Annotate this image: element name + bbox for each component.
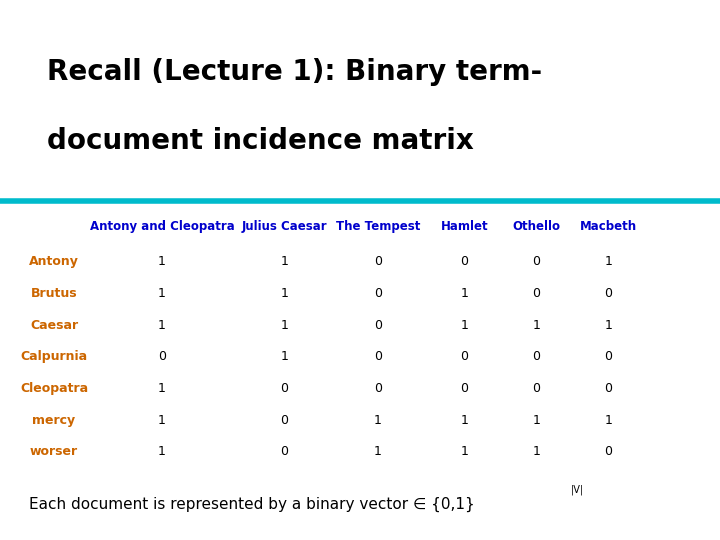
Text: Macbeth: Macbeth	[580, 220, 637, 233]
Text: Recall (Lecture 1): Binary term-: Recall (Lecture 1): Binary term-	[47, 58, 542, 86]
Text: mercy: mercy	[32, 414, 76, 427]
Text: 0: 0	[374, 382, 382, 395]
Text: 1: 1	[461, 287, 468, 300]
Text: Brutus: Brutus	[31, 287, 77, 300]
Text: 0: 0	[374, 350, 382, 363]
Text: 1: 1	[281, 319, 288, 332]
Text: Sec. 6.2: Sec. 6.2	[639, 8, 702, 22]
Text: 0: 0	[280, 445, 289, 458]
Text: Each document is represented by a binary vector ∈ {0,1}: Each document is represented by a binary…	[29, 497, 474, 512]
Text: Othello: Othello	[513, 220, 560, 233]
Text: 0: 0	[604, 445, 613, 458]
Text: 0: 0	[374, 319, 382, 332]
Text: 1: 1	[158, 445, 166, 458]
Text: 1: 1	[158, 255, 166, 268]
Text: 1: 1	[605, 414, 612, 427]
Text: 1: 1	[461, 445, 468, 458]
Text: 0: 0	[374, 255, 382, 268]
Text: 1: 1	[533, 414, 540, 427]
Text: 0: 0	[460, 382, 469, 395]
Text: |V|: |V|	[571, 485, 584, 495]
Text: Caesar: Caesar	[30, 319, 78, 332]
Text: 0: 0	[532, 382, 541, 395]
Text: 1: 1	[281, 255, 288, 268]
Text: worser: worser	[30, 445, 78, 458]
Text: Cleopatra: Cleopatra	[20, 382, 88, 395]
Text: 0: 0	[532, 255, 541, 268]
Text: 0: 0	[604, 382, 613, 395]
Text: 1: 1	[374, 445, 382, 458]
Text: 1: 1	[461, 414, 468, 427]
Text: The Tempest: The Tempest	[336, 220, 420, 233]
Text: 0: 0	[604, 350, 613, 363]
Text: 1: 1	[374, 414, 382, 427]
Text: Julius Caesar: Julius Caesar	[242, 220, 327, 233]
Text: 1: 1	[605, 319, 612, 332]
Text: 1: 1	[158, 319, 166, 332]
Text: Introduction to Information Retrieval: Introduction to Information Retrieval	[7, 8, 236, 22]
Text: 0: 0	[280, 414, 289, 427]
Text: Hamlet: Hamlet	[441, 220, 488, 233]
Text: 0: 0	[532, 350, 541, 363]
Text: Antony: Antony	[29, 255, 79, 268]
Text: 0: 0	[280, 382, 289, 395]
Text: 1: 1	[533, 319, 540, 332]
Text: 1: 1	[605, 255, 612, 268]
Text: 0: 0	[374, 287, 382, 300]
Text: 1: 1	[281, 287, 288, 300]
Text: 1: 1	[158, 287, 166, 300]
Text: 0: 0	[532, 287, 541, 300]
Text: 0: 0	[158, 350, 166, 363]
Text: 0: 0	[460, 350, 469, 363]
Text: 1: 1	[281, 350, 288, 363]
Text: 1: 1	[158, 382, 166, 395]
Text: document incidence matrix: document incidence matrix	[47, 127, 474, 154]
Text: Antony and Cleopatra: Antony and Cleopatra	[89, 220, 235, 233]
Text: 0: 0	[604, 287, 613, 300]
Text: Calpurnia: Calpurnia	[20, 350, 88, 363]
Text: 1: 1	[533, 445, 540, 458]
Text: 0: 0	[460, 255, 469, 268]
Text: 1: 1	[461, 319, 468, 332]
Text: 1: 1	[158, 414, 166, 427]
